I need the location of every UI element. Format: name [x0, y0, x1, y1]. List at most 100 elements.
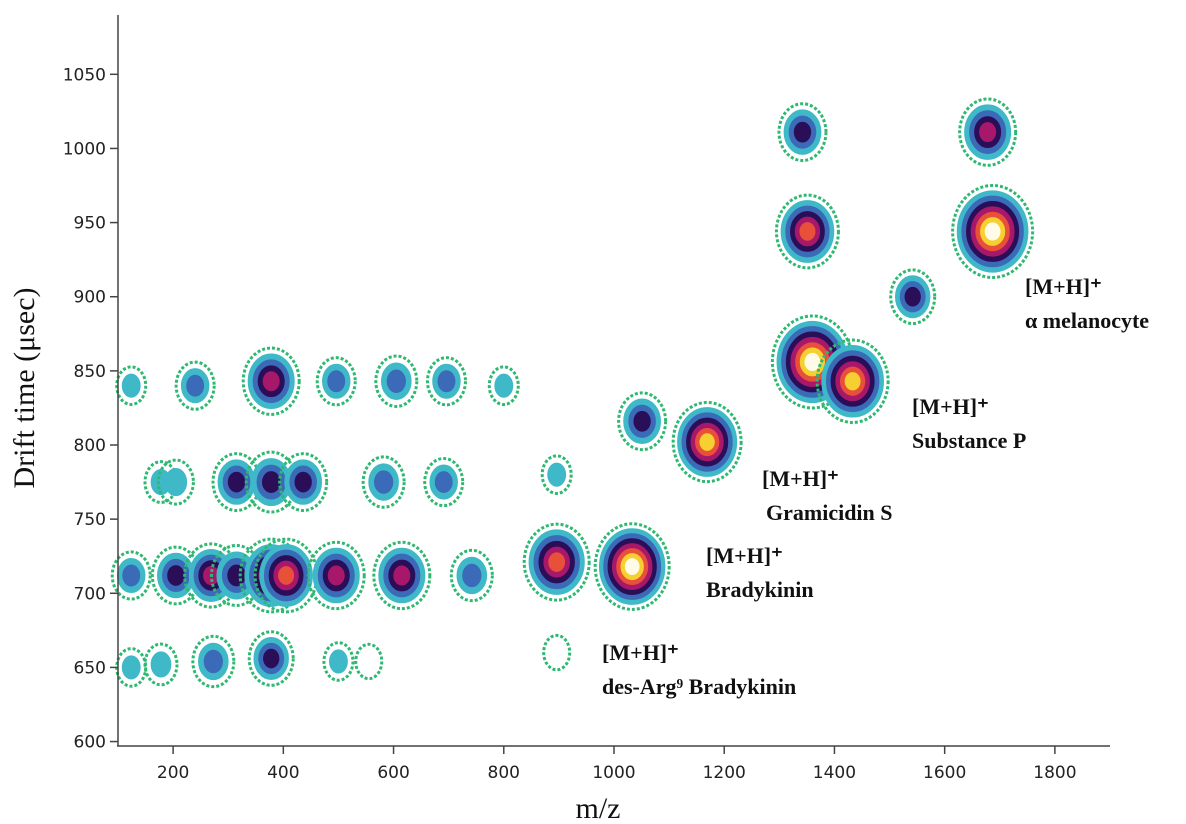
peak — [156, 458, 195, 506]
contour-level — [423, 456, 465, 508]
y-axis-label: Drift time (μsec) — [8, 287, 41, 488]
contour-level — [278, 566, 295, 585]
contour-level — [793, 121, 812, 143]
contour-level — [815, 338, 890, 424]
annotation-label: Gramicidin S — [766, 500, 893, 525]
contour-level — [110, 550, 152, 601]
y-tick-label: 600 — [74, 733, 106, 753]
peak — [774, 193, 840, 270]
y-tick-label: 950 — [74, 214, 106, 234]
x-tick-label: 200 — [157, 763, 189, 783]
contour-level — [548, 552, 566, 572]
peak — [278, 452, 329, 512]
plot-area — [110, 97, 1035, 689]
peak — [593, 522, 671, 611]
contour-level — [227, 471, 246, 493]
y-tick-label: 900 — [74, 288, 106, 308]
y-tick-label: 750 — [74, 510, 106, 530]
annotation-ion: [M+H]⁺ — [912, 394, 989, 419]
peak — [671, 400, 743, 484]
annotation-label: Bradykinin — [706, 577, 814, 602]
contour-level — [774, 193, 840, 270]
annotation-ion: [M+H]⁺ — [1025, 274, 1102, 299]
contour-level — [164, 468, 188, 497]
x-tick-label: 1400 — [813, 763, 856, 783]
contour-level — [372, 540, 432, 611]
contour-level — [462, 563, 482, 588]
y-tick-label: 650 — [74, 658, 106, 678]
peak — [617, 391, 668, 452]
contour-level — [262, 471, 281, 494]
y-tick-label: 800 — [74, 436, 106, 456]
x-tick-label: 1200 — [703, 763, 746, 783]
contour-level — [263, 648, 280, 669]
contour-level — [617, 391, 668, 452]
peak — [322, 641, 355, 682]
peak — [540, 454, 573, 495]
x-tick-label: 600 — [377, 763, 409, 783]
peak — [777, 102, 828, 163]
x-tick-label: 1800 — [1033, 763, 1076, 783]
x-tick-label: 400 — [267, 763, 299, 783]
peak — [487, 365, 520, 406]
peak — [542, 633, 572, 672]
peak — [815, 338, 890, 424]
contour-level — [522, 522, 591, 602]
contour-level — [354, 642, 384, 681]
peak — [174, 360, 216, 411]
contour-level — [156, 458, 195, 506]
peak — [374, 354, 419, 408]
annotation-label: des-Arg⁹ Bradykinin — [602, 674, 796, 699]
contour-level — [167, 565, 185, 586]
contour-level — [633, 410, 651, 432]
contour-level — [374, 470, 394, 494]
annotation-label: Substance P — [912, 428, 1026, 453]
contour-level — [143, 642, 179, 687]
contour-level — [799, 222, 816, 241]
annotation-ion: [M+H]⁺ — [706, 543, 783, 568]
contour-level — [121, 655, 141, 680]
peak — [372, 540, 432, 611]
contour-level — [547, 462, 567, 487]
contour-level — [203, 649, 223, 674]
x-tick-label: 1000 — [592, 763, 635, 783]
contour-level — [979, 122, 997, 143]
contour-level — [122, 564, 141, 587]
contour-level — [540, 454, 573, 495]
contour-level — [150, 651, 172, 678]
y-tick-label: 850 — [74, 362, 106, 382]
contour-level — [247, 630, 295, 687]
contour-level — [487, 365, 520, 406]
contour-level — [227, 564, 246, 587]
contour-level — [958, 97, 1018, 167]
contour-level — [904, 286, 921, 307]
contour-level — [542, 633, 572, 672]
peak — [247, 630, 295, 687]
contour-level — [262, 371, 280, 392]
peak — [241, 346, 301, 416]
peak — [191, 634, 236, 689]
contour-level — [437, 370, 456, 393]
peak — [951, 183, 1035, 279]
peak — [958, 97, 1018, 167]
contour-level — [699, 433, 715, 451]
contour-level — [374, 354, 419, 408]
peak — [361, 455, 406, 509]
peak — [425, 356, 467, 407]
peak — [889, 268, 937, 326]
contour-level — [593, 522, 671, 611]
y-tick-label: 1000 — [63, 139, 106, 159]
peak — [244, 450, 298, 514]
peak — [115, 647, 148, 688]
contour-level — [327, 565, 345, 586]
annotation-ion: [M+H]⁺ — [762, 466, 839, 491]
contour-level — [241, 346, 301, 416]
contour-level — [951, 183, 1035, 279]
y-tick-label: 700 — [74, 584, 106, 604]
contour-level — [174, 360, 216, 411]
contour-level — [386, 369, 406, 393]
contour-level — [494, 373, 514, 398]
contour-level — [294, 471, 312, 493]
